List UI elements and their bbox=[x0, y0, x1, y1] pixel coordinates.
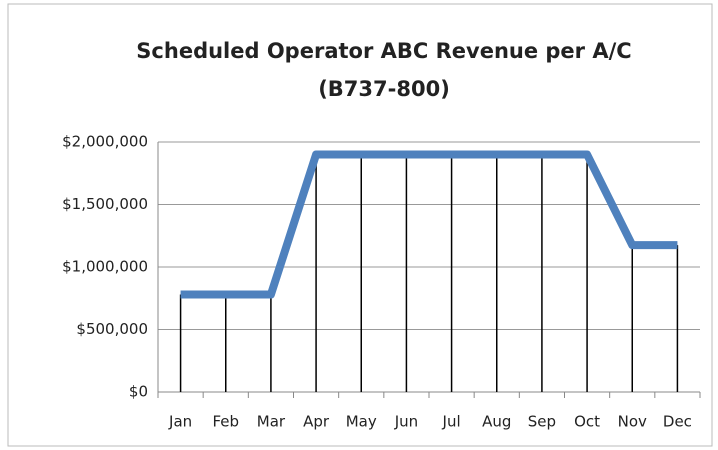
x-tick-label: Apr bbox=[303, 413, 330, 431]
x-tick-label: Oct bbox=[574, 413, 600, 431]
x-tick-label: Feb bbox=[212, 413, 239, 431]
x-tick-label: Dec bbox=[663, 413, 692, 431]
x-tick-label: Mar bbox=[257, 413, 286, 431]
series-line bbox=[180, 150, 678, 299]
y-tick-label: $1,500,000 bbox=[62, 195, 148, 213]
y-tick-label: $0 bbox=[129, 383, 148, 401]
x-tick-label: Nov bbox=[618, 413, 647, 431]
x-tick-label: Jun bbox=[394, 413, 418, 431]
y-tick-label: $2,000,000 bbox=[62, 133, 148, 151]
x-tick-label: Aug bbox=[482, 413, 511, 431]
chart-title: Scheduled Operator ABC Revenue per A/C bbox=[136, 39, 631, 63]
x-tick-label: Sep bbox=[528, 413, 556, 431]
x-tick-label: Jul bbox=[442, 413, 461, 431]
y-tick-label: $1,000,000 bbox=[62, 258, 148, 276]
chart-subtitle: (B737-800) bbox=[318, 77, 450, 101]
chart-border bbox=[7, 3, 713, 447]
y-tick-label: $500,000 bbox=[76, 320, 148, 338]
x-tick-label: Jan bbox=[168, 413, 192, 431]
x-tick-label: May bbox=[346, 413, 377, 431]
